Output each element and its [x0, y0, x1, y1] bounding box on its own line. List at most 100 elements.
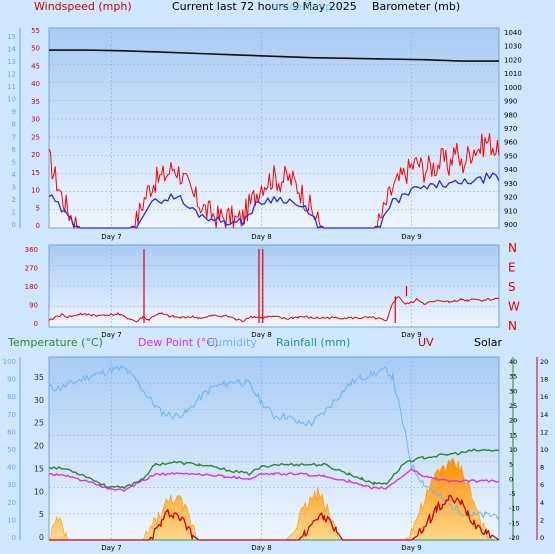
temp-tick-label: 30: [34, 396, 44, 405]
dewpoint-header: Dew Point (°C): [138, 336, 218, 349]
red-tick-label: 2: [540, 516, 544, 524]
green-tick-label: -10: [509, 505, 520, 513]
mph-tick-label: 45: [31, 62, 40, 70]
mb-tick-label: 930: [504, 180, 517, 188]
green-tick-label: -15: [509, 519, 520, 527]
mph-tick-label: 25: [31, 133, 40, 141]
humidity-tick-label: 40: [7, 464, 16, 472]
mb-tick-label: 1010: [504, 70, 522, 78]
temp-tick-label: 20: [34, 442, 44, 451]
compass-label: N: [508, 319, 517, 333]
mb-tick-label: 940: [504, 166, 517, 174]
temperature-header: Temperature (°C): [7, 336, 103, 349]
bft-tick-label: 5: [12, 158, 16, 166]
mb-tick-label: 990: [504, 98, 517, 106]
mph-tick-label: 5: [36, 204, 40, 212]
red-tick-label: 20: [540, 358, 548, 366]
bft-tick-label: 14: [7, 46, 16, 54]
green-tick-label: 35: [509, 373, 517, 381]
green-tick-label: 5: [509, 461, 513, 469]
inside-temp-header: Inside Temp. ---: [272, 2, 349, 13]
temp-tick-label: 0: [39, 533, 44, 542]
direction-line: [48, 296, 500, 323]
compass-label: N: [508, 241, 517, 255]
bft-tick-label: 8: [12, 121, 16, 129]
bft-tick-label: 12: [7, 71, 16, 79]
barometer-line: [49, 49, 499, 62]
degree-tick-label: 360: [25, 246, 38, 254]
wind-series: [48, 49, 500, 229]
windspeed-header: Windspeed (mph): [34, 0, 132, 13]
red-tick-label: 10: [540, 446, 548, 454]
humidity-header: Humidity: [207, 336, 257, 349]
degree-tick-label: 90: [29, 302, 38, 310]
degree-tick-label: 180: [25, 283, 38, 291]
humidity-tick-label: 0: [12, 534, 16, 542]
red-tick-label: 0: [540, 534, 544, 542]
uv-header: UV: [418, 336, 434, 349]
temp-grid: [49, 357, 499, 540]
x-tick-label: Day 9: [401, 233, 422, 241]
uv-line: [49, 494, 500, 541]
temp-axes: 010203040506070809010005101520253035-20-…: [3, 357, 548, 552]
temp-tick-label: 10: [34, 487, 44, 496]
mb-tick-label: 960: [504, 139, 517, 147]
chart-title-date: 9 May 2025: [292, 0, 357, 13]
green-tick-label: 30: [509, 387, 517, 395]
bft-tick-label: 7: [12, 133, 16, 141]
x-tick-label: Day 8: [251, 544, 272, 552]
mb-tick-label: 1030: [504, 43, 522, 51]
red-tick-label: 4: [540, 499, 544, 507]
bft-tick-label: 13: [7, 58, 16, 66]
mb-tick-label: 1040: [504, 29, 522, 37]
wind-plot-area: [48, 27, 500, 229]
red-tick-label: 8: [540, 464, 544, 472]
red-tick-label: 6: [540, 481, 544, 489]
green-tick-label: 40: [509, 358, 517, 366]
red-tick-label: 12: [540, 428, 548, 436]
humidity-tick-label: 70: [7, 411, 16, 419]
mb-tick-label: 920: [504, 194, 517, 202]
mph-tick-label: 40: [31, 80, 40, 88]
mb-tick-label: 970: [504, 125, 517, 133]
humidity-tick-label: 20: [7, 499, 16, 507]
compass-label: E: [508, 261, 516, 275]
temp-tick-label: 35: [34, 373, 44, 382]
green-tick-label: 25: [509, 402, 517, 410]
humidity-tick-label: 30: [7, 481, 16, 489]
bft-tick-label: 1: [12, 208, 16, 216]
mb-tick-label: 910: [504, 207, 517, 215]
green-tick-label: 15: [509, 431, 517, 439]
mb-tick-label: 900: [504, 221, 517, 229]
rainfall-header: Rainfall (mm): [276, 336, 350, 349]
red-tick-label: 18: [540, 376, 548, 384]
x-tick-label: Day 7: [101, 544, 122, 552]
x-tick-label: Day 8: [251, 331, 272, 339]
bft-tick-label: 9: [12, 108, 16, 116]
direction-grid: [49, 245, 499, 327]
barometer-header: Barometer (mb): [372, 0, 460, 13]
green-tick-label: -5: [509, 490, 515, 498]
x-tick-label: Day 7: [101, 233, 122, 241]
direction-series: [48, 249, 500, 323]
mb-tick-label: 980: [504, 111, 517, 119]
bft-tick-label: 6: [12, 146, 17, 154]
dewpoint-line: [48, 468, 500, 492]
red-tick-label: 14: [540, 411, 548, 419]
humidity-tick-label: 100: [3, 358, 16, 366]
humidity-tick-label: 90: [7, 376, 16, 384]
temp-tick-label: 25: [34, 419, 44, 428]
temp-tick-label: 5: [39, 510, 44, 519]
green-tick-label: 0: [509, 475, 513, 483]
gust-line: [48, 172, 500, 229]
mph-tick-label: 50: [31, 45, 40, 53]
mph-tick-label: 30: [31, 116, 40, 124]
humidity-tick-label: 60: [7, 428, 16, 436]
green-tick-label: 20: [509, 417, 517, 425]
mb-tick-label: 1000: [504, 84, 522, 92]
humidity-tick-label: 10: [7, 516, 16, 524]
bft-tick-label: 0: [12, 221, 16, 229]
mph-tick-label: 55: [31, 27, 40, 35]
